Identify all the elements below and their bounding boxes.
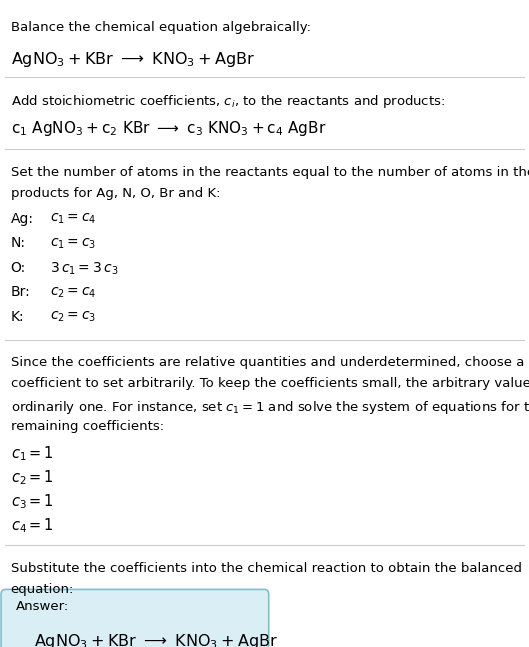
Text: $c_1 = c_3$: $c_1 = c_3$ xyxy=(50,236,96,250)
Text: Substitute the coefficients into the chemical reaction to obtain the balanced: Substitute the coefficients into the che… xyxy=(11,562,522,575)
Text: coefficient to set arbitrarily. To keep the coefficients small, the arbitrary va: coefficient to set arbitrarily. To keep … xyxy=(11,377,529,390)
Text: Ag:: Ag: xyxy=(11,212,33,226)
Text: $c_2 = 1$: $c_2 = 1$ xyxy=(11,468,53,487)
Text: $3\,c_1 = 3\,c_3$: $3\,c_1 = 3\,c_3$ xyxy=(50,261,118,277)
Text: Balance the chemical equation algebraically:: Balance the chemical equation algebraica… xyxy=(11,21,311,34)
Text: $\mathrm{AgNO_3 + KBr\ \longrightarrow\ KNO_3 + AgBr}$: $\mathrm{AgNO_3 + KBr\ \longrightarrow\ … xyxy=(34,632,278,647)
Text: $c_2 = c_4$: $c_2 = c_4$ xyxy=(50,285,97,300)
Text: $c_2 = c_3$: $c_2 = c_3$ xyxy=(50,310,96,324)
FancyBboxPatch shape xyxy=(1,589,269,647)
Text: products for Ag, N, O, Br and K:: products for Ag, N, O, Br and K: xyxy=(11,187,220,200)
Text: Br:: Br: xyxy=(11,285,30,300)
Text: $c_1 = c_4$: $c_1 = c_4$ xyxy=(50,212,97,226)
Text: $c_4 = 1$: $c_4 = 1$ xyxy=(11,516,53,535)
Text: remaining coefficients:: remaining coefficients: xyxy=(11,420,163,433)
Text: Since the coefficients are relative quantities and underdetermined, choose a: Since the coefficients are relative quan… xyxy=(11,356,524,369)
Text: ordinarily one. For instance, set $c_1 = 1$ and solve the system of equations fo: ordinarily one. For instance, set $c_1 =… xyxy=(11,399,529,415)
Text: $c_1 = 1$: $c_1 = 1$ xyxy=(11,444,53,463)
Text: $c_3 = 1$: $c_3 = 1$ xyxy=(11,492,53,511)
Text: O:: O: xyxy=(11,261,26,275)
Text: $\mathrm{AgNO_3 + KBr\ \longrightarrow\ KNO_3 + AgBr}$: $\mathrm{AgNO_3 + KBr\ \longrightarrow\ … xyxy=(11,50,254,69)
Text: N:: N: xyxy=(11,236,25,250)
Text: Set the number of atoms in the reactants equal to the number of atoms in the: Set the number of atoms in the reactants… xyxy=(11,166,529,179)
Text: equation:: equation: xyxy=(11,583,74,596)
Text: $\mathrm{c_1\ AgNO_3 + c_2\ KBr\ \longrightarrow\ c_3\ KNO_3 + c_4\ AgBr}$: $\mathrm{c_1\ AgNO_3 + c_2\ KBr\ \longri… xyxy=(11,119,326,138)
Text: K:: K: xyxy=(11,310,24,324)
Text: Answer:: Answer: xyxy=(16,600,69,613)
Text: Add stoichiometric coefficients, $c_i$, to the reactants and products:: Add stoichiometric coefficients, $c_i$, … xyxy=(11,93,445,110)
